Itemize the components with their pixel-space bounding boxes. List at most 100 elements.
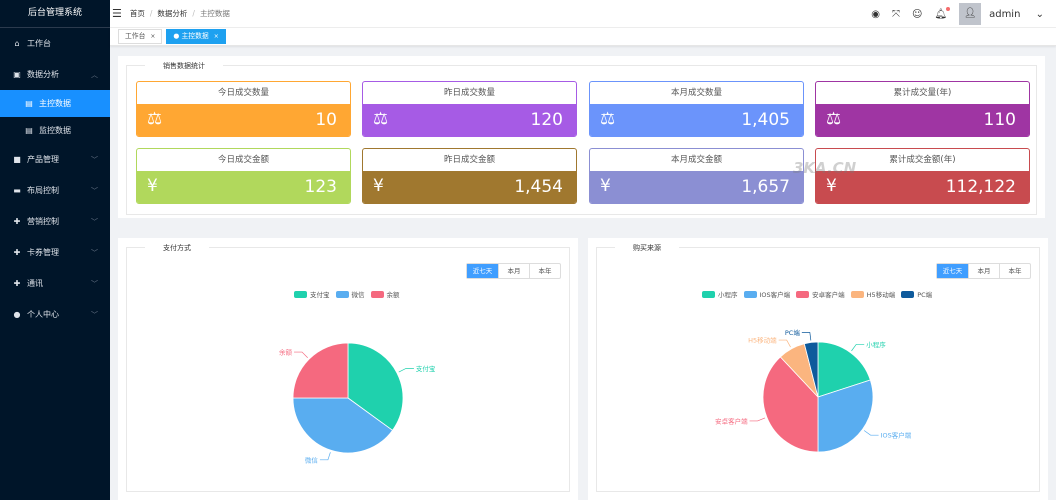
yen-icon: ¥ xyxy=(373,176,384,196)
slice-label: H5移动端 xyxy=(748,336,777,345)
legend-item[interactable]: H5移动端 xyxy=(850,289,896,299)
legend-item[interactable]: 余额 xyxy=(370,289,400,299)
breadcrumb: 首页 / 数据分析 / 主控数据 xyxy=(129,9,230,18)
sidebar-item-products[interactable]: ■ 产品管理 ﹀ xyxy=(0,144,110,175)
sidebar-item-label: 个人中心 xyxy=(27,310,59,319)
range-month-button[interactable]: 本月 xyxy=(498,264,529,278)
sidebar-item-label: 监控数据 xyxy=(39,126,71,135)
pie-slice[interactable] xyxy=(762,356,819,453)
legend-item[interactable]: 支付宝 xyxy=(294,289,330,299)
app-title: 后台管理系统 xyxy=(0,0,110,28)
pie-slice[interactable] xyxy=(817,379,874,453)
stat-card-label: 本月成交金额 xyxy=(670,155,722,165)
legend-label: 支付宝 xyxy=(310,291,330,299)
legend-label: IOS客户端 xyxy=(759,291,791,299)
sidebar-item-coupons[interactable]: ✚ 卡券管理 ﹀ xyxy=(0,237,110,268)
sidebar-item-layout[interactable]: ▬ 布局控制 ﹀ xyxy=(0,175,110,206)
document-icon: ▤ xyxy=(25,126,33,135)
pie-slice[interactable] xyxy=(347,342,404,431)
close-icon[interactable]: × xyxy=(150,33,156,40)
chart-legend: 支付宝 微信 余额 xyxy=(294,289,406,299)
source-pie-chart: 小程序 IOS客户端 安卓客户端 H5移动端 PC端 xyxy=(715,328,912,453)
stat-card: 昨日成交数量 ⚖︎ 120 xyxy=(362,81,577,137)
legend-item[interactable]: 安卓客户端 xyxy=(796,289,845,299)
slice-label: 余额 xyxy=(279,348,293,357)
stat-card-label: 累计成交量(年) xyxy=(893,88,952,98)
range-year-button[interactable]: 本年 xyxy=(529,264,560,278)
theme-icon[interactable]: ☺ xyxy=(911,8,923,20)
stat-card-value: 120 xyxy=(530,110,563,130)
stat-card-value: 1,657 xyxy=(741,177,790,197)
user-icon: ● xyxy=(13,310,21,319)
yen-icon: ¥ xyxy=(826,176,837,196)
sales-panel-title: 销售数据统计 xyxy=(145,61,223,71)
legend-item[interactable]: PC端 xyxy=(901,289,932,299)
label-line xyxy=(801,332,812,341)
slice-label: PC端 xyxy=(785,328,800,337)
legend-label: 微信 xyxy=(351,291,365,299)
sidebar-item-label: 通讯 xyxy=(27,279,43,288)
sidebar-item-data-analysis[interactable]: ▣ 数据分析 ︿ xyxy=(0,59,110,90)
sidebar-item-label: 主控数据 xyxy=(39,99,71,108)
bell-icon[interactable]: 🔔︎ xyxy=(934,6,951,20)
home-icon: ⌂ xyxy=(14,39,20,48)
breadcrumb-home[interactable]: 首页 xyxy=(129,9,145,18)
sidebar-item-label: 产品管理 xyxy=(27,155,59,164)
legend-item[interactable]: 小程序 xyxy=(702,289,738,299)
stat-card: 今日成交金额 ¥123 xyxy=(136,148,351,204)
gavel-icon: ⚖︎ xyxy=(373,109,389,129)
pie-slice[interactable] xyxy=(292,397,394,454)
yen-icon: ¥ xyxy=(147,176,158,196)
range-7days-button[interactable]: 近七天 xyxy=(467,264,498,278)
sidebar-item-marketing[interactable]: ✚ 营销控制 ﹀ xyxy=(0,206,110,237)
range-month-button[interactable]: 本月 xyxy=(968,264,999,278)
github-icon[interactable]: ◉ xyxy=(871,8,880,20)
fullscreen-icon[interactable]: ⤧ xyxy=(891,8,900,20)
stat-card: 本月成交金额 ¥1,657 xyxy=(589,148,804,204)
chevron-down-icon: ﹀ xyxy=(91,310,98,319)
legend-swatch xyxy=(702,290,715,298)
legend-swatch xyxy=(796,290,810,298)
label-line xyxy=(778,339,791,348)
tab-main-data[interactable]: ● 主控数据 × xyxy=(166,29,226,44)
stat-card: 累计成交量(年) ⚖︎ 110 xyxy=(815,81,1030,137)
user-menu[interactable]: admin ⌄ xyxy=(989,8,1044,20)
gavel-icon: ⚖︎ xyxy=(600,109,616,129)
legend-swatch xyxy=(901,290,915,298)
range-year-button[interactable]: 本年 xyxy=(999,264,1030,278)
legend-label: 安卓客户端 xyxy=(812,291,845,299)
breadcrumb-current: 主控数据 xyxy=(199,9,230,18)
pie-slice[interactable] xyxy=(292,342,349,399)
stat-card: 今日成交数量 ⚖︎ 10 xyxy=(136,81,351,137)
legend-item[interactable]: IOS客户端 xyxy=(743,289,791,299)
label-line xyxy=(863,430,879,436)
sidebar-item-workbench[interactable]: ⌂ 工作台 xyxy=(0,28,110,59)
sidebar: 后台管理系统 ⌂ 工作台 ▣ 数据分析 ︿ ▤ 主控数据 ▤ 监控数据 ■ 产品管理 ﹀ ▬ 布… xyxy=(0,0,110,500)
range-7days-button[interactable]: 近七天 xyxy=(937,264,968,278)
sidebar-item-profile[interactable]: ● 个人中心 ﹀ xyxy=(0,299,110,330)
avatar[interactable]: 👤︎ xyxy=(959,3,982,25)
sidebar-item-label: 卡券管理 xyxy=(27,248,59,257)
stat-card-label: 今日成交数量 xyxy=(217,88,269,98)
sidebar-item-monitor-data[interactable]: ▤ 监控数据 xyxy=(0,117,110,144)
tab-workbench[interactable]: 工作台 × xyxy=(118,29,163,44)
stat-card-value: 1,405 xyxy=(741,110,790,130)
legend-item[interactable]: 微信 xyxy=(335,289,365,299)
sidebar-item-messaging[interactable]: ✚ 通讯 ﹀ xyxy=(0,268,110,299)
legend-label: PC端 xyxy=(917,291,933,299)
gavel-icon: ⚖︎ xyxy=(147,109,163,129)
label-line xyxy=(851,344,865,352)
sidebar-item-main-data[interactable]: ▤ 主控数据 xyxy=(0,90,110,117)
menu-toggle-icon[interactable]: ☰ xyxy=(112,7,122,20)
breadcrumb-data-analysis[interactable]: 数据分析 xyxy=(157,9,188,18)
stat-card-label: 累计成交金额(年) xyxy=(889,155,956,165)
tab-label: 主控数据 xyxy=(181,32,209,40)
stat-card-value: 1,454 xyxy=(514,177,563,197)
pie-slice[interactable] xyxy=(817,341,871,398)
pie-slice[interactable] xyxy=(803,341,819,398)
range-button-group: 近七天 本月 本年 xyxy=(936,263,1031,279)
legend-label: H5移动端 xyxy=(866,291,896,299)
close-icon[interactable]: × xyxy=(213,33,219,40)
slice-label: 支付宝 xyxy=(416,364,436,373)
